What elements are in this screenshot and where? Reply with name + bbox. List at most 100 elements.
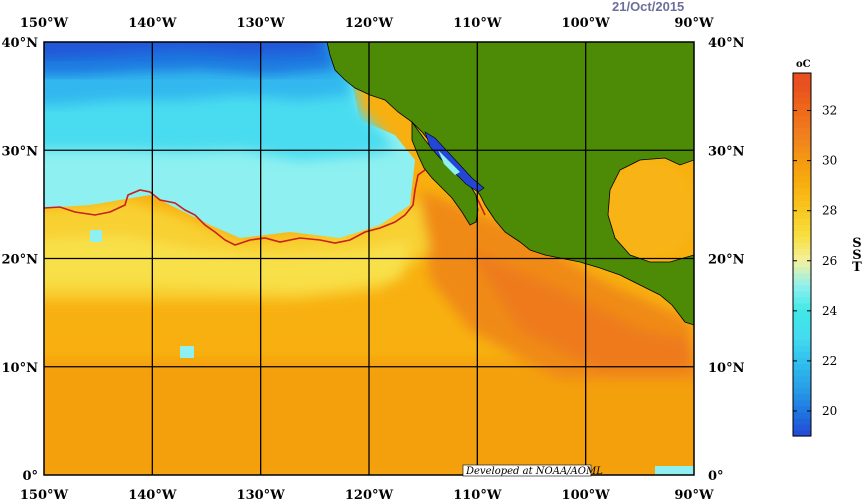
colorbar-segment	[793, 230, 811, 237]
colorbar-segment	[793, 218, 811, 225]
colorbar-segment	[793, 200, 811, 207]
colorbar-segment	[793, 363, 811, 371]
lon-tick-label: 90°W	[674, 488, 714, 502]
colorbar-segment	[793, 115, 811, 122]
colorbar-segment	[793, 423, 811, 431]
colorbar-segment	[793, 97, 811, 104]
colorbar-segment	[793, 194, 811, 201]
cool-patch-west	[90, 230, 102, 242]
colorbar-segment	[793, 266, 811, 274]
cool-patch-mid	[180, 346, 194, 358]
colorbar-title-letter: S	[852, 248, 861, 263]
colorbar-segment	[793, 73, 811, 80]
date-label: 21/Oct/2015	[612, 0, 684, 14]
lat-labels-right: 40°N 30°N 20°N 10°N 0°	[708, 36, 745, 484]
colorbar-segment	[793, 345, 811, 352]
colorbar-segment	[793, 369, 811, 377]
land-mass	[326, 42, 694, 326]
lon-tick-label: 150°W	[20, 488, 69, 502]
colorbar-segment	[793, 127, 811, 135]
lon-tick-label: 150°W	[20, 16, 69, 31]
cool-water	[44, 42, 415, 238]
colorbar-segment	[793, 302, 811, 310]
colorbar-segment	[793, 333, 811, 340]
lon-tick-label: 130°W	[237, 16, 286, 31]
colorbar-segment	[793, 387, 811, 395]
lon-tick-label: 110°W	[453, 488, 502, 502]
colorbar-segment	[793, 254, 811, 262]
grid-lines	[44, 42, 694, 475]
colorbar-segment	[793, 248, 811, 256]
colorbar-segment	[793, 145, 811, 153]
credit-text: Developed at NOAA/AOML	[465, 466, 603, 477]
colorbar-segment	[793, 429, 811, 437]
colorbar-tick-label: 24	[822, 304, 838, 318]
lat-tick-label: 0°	[708, 469, 724, 484]
colorbar-gradient	[793, 73, 811, 437]
colorbar-segment	[793, 109, 811, 116]
colorbar-segment	[793, 284, 811, 292]
colorbar-segment	[793, 290, 811, 298]
colorbar-segment	[793, 103, 811, 110]
lat-tick-label: 30°N	[2, 144, 39, 159]
colorbar-ticks: 20 22 24 26 28 30 32	[793, 104, 838, 418]
colorbar-segment	[793, 79, 811, 86]
colorbar-tick-label: 30	[822, 154, 837, 168]
colorbar-tick-label: 28	[822, 204, 837, 218]
colorbar-segment	[793, 181, 811, 189]
colorbar-segment	[793, 327, 811, 334]
colorbar-segment	[793, 163, 811, 171]
colorbar-tick-label: 20	[822, 404, 837, 418]
lat-tick-label: 30°N	[708, 144, 745, 159]
lon-labels-top: 150°W 140°W 130°W 120°W 110°W 100°W 90°W	[20, 16, 714, 31]
colorbar-title-letter: S	[852, 236, 861, 251]
lat-tick-label: 40°N	[708, 36, 745, 51]
lon-labels-bottom: 150°W 140°W 130°W 120°W 110°W 100°W 90°W	[20, 488, 714, 502]
lat-tick-label: 20°N	[2, 253, 39, 268]
colorbar-tick-label: 26	[822, 254, 837, 268]
lat-labels-left: 40°N 30°N 20°N 10°N 0°	[2, 36, 39, 484]
colorbar-segment	[793, 393, 811, 401]
cool-patch-south	[655, 466, 694, 475]
lon-tick-label: 140°W	[128, 488, 177, 502]
colorbar-segment	[793, 399, 811, 407]
colorbar-segment	[793, 206, 811, 213]
map-frame	[43, 41, 695, 476]
lat-tick-label: 10°N	[2, 361, 39, 376]
colorbar: oC 20 22 24 26 28 30 32 SST	[792, 59, 862, 437]
colorbar-segment	[793, 405, 811, 413]
colorbar-unit: oC	[796, 59, 811, 70]
colorbar-segment	[793, 339, 811, 346]
lat-tick-label: 10°N	[708, 361, 745, 376]
colorbar-frame	[792, 72, 812, 437]
colorbar-segment	[793, 278, 811, 286]
colorbar-segment	[793, 315, 811, 322]
colorbar-segment	[793, 296, 811, 304]
colorbar-segment	[793, 85, 811, 92]
lon-tick-label: 140°W	[128, 16, 177, 31]
lat-tick-label: 20°N	[708, 253, 745, 268]
colorbar-segment	[793, 157, 811, 165]
colorbar-segment	[793, 187, 811, 195]
colorbar-segment	[793, 236, 811, 243]
gulf-inner-warm	[438, 150, 460, 175]
colorbar-segment	[793, 351, 811, 358]
map-panel	[44, 42, 694, 475]
colorbar-segment	[793, 308, 811, 316]
colorbar-title: SST	[852, 236, 862, 275]
colorbar-segment	[793, 139, 811, 147]
lon-tick-label: 130°W	[237, 488, 286, 502]
lat-tick-label: 0°	[22, 469, 38, 484]
colorbar-segment	[793, 417, 811, 425]
colorbar-segment	[793, 121, 811, 129]
colorbar-segment	[793, 375, 811, 383]
colorbar-title-letter: T	[852, 260, 862, 275]
credit-box	[462, 464, 592, 477]
colorbar-segment	[793, 91, 811, 98]
colorbar-segment	[793, 133, 811, 141]
colorbar-segment	[793, 411, 811, 419]
lon-tick-label: 120°W	[345, 488, 394, 502]
colorbar-segment	[793, 175, 811, 183]
colorbar-segment	[793, 272, 811, 280]
